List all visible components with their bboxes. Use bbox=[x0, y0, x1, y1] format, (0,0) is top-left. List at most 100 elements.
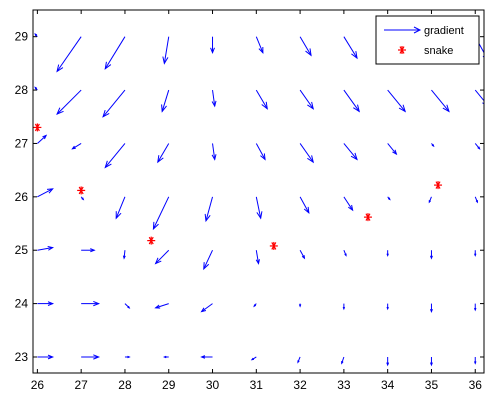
gradient-arrow bbox=[386, 250, 389, 257]
gradient-arrow bbox=[299, 143, 315, 164]
y-tick-label: 26 bbox=[15, 190, 29, 204]
gradient-arrow bbox=[34, 32, 38, 38]
gradient-arrow bbox=[204, 196, 214, 223]
gradient-arrow bbox=[37, 354, 55, 360]
legend-entry-snake: snake bbox=[398, 45, 453, 57]
snake-point bbox=[363, 213, 372, 222]
gradient-arrow bbox=[115, 196, 126, 220]
gradient-arrow bbox=[386, 356, 390, 367]
gradient-arrow bbox=[299, 89, 315, 110]
gradient-arrow bbox=[80, 196, 85, 201]
gradient-arrow bbox=[297, 356, 301, 364]
axes-box bbox=[32, 9, 485, 374]
gradient-arrow bbox=[71, 143, 82, 150]
x-tick-label: 31 bbox=[250, 378, 264, 392]
gradient-arrow bbox=[104, 143, 126, 169]
x-tick-label: 27 bbox=[74, 378, 88, 392]
gradient-arrow bbox=[154, 249, 170, 265]
gradient-arrow bbox=[253, 303, 257, 308]
gradient-arrow bbox=[81, 354, 101, 360]
gradient-arrow bbox=[211, 143, 217, 161]
gradient-arrow bbox=[343, 250, 347, 257]
gradient-arrow bbox=[474, 196, 478, 204]
gradient-arrow bbox=[343, 196, 354, 212]
gradient-arrow bbox=[210, 36, 215, 55]
gradient-arrow bbox=[162, 36, 170, 65]
gradient-arrow bbox=[343, 143, 358, 161]
gradient-arrow bbox=[250, 356, 257, 361]
axis-ticks: 26 27 28 29 30 31 32 33 34 35 36 23 24 25 26 27 28 29 bbox=[15, 10, 484, 392]
gradient-arrow bbox=[37, 246, 55, 251]
gradient-arrow bbox=[299, 196, 310, 215]
gradient-arrow bbox=[430, 303, 433, 313]
gradient-arrow bbox=[255, 36, 264, 54]
x-tick-label: 32 bbox=[293, 378, 307, 392]
gradient-arrow bbox=[124, 355, 131, 359]
gradient-arrow bbox=[37, 134, 48, 144]
gradient-arrow bbox=[298, 303, 302, 308]
gradient-arrow bbox=[343, 89, 360, 113]
gradient-arrow bbox=[387, 143, 398, 156]
legend-entry-gradient: gradient bbox=[384, 25, 464, 37]
x-tick-label: 34 bbox=[381, 378, 395, 392]
x-tick-label: 26 bbox=[31, 378, 45, 392]
gradient-arrow bbox=[161, 89, 170, 113]
gradient-arrow bbox=[56, 36, 82, 73]
plot-area bbox=[33, 10, 484, 373]
legend-label-gradient: gradient bbox=[424, 25, 464, 37]
gradient-arrow bbox=[474, 143, 481, 150]
gradient-arrow bbox=[102, 89, 126, 118]
snake-markers bbox=[33, 123, 443, 250]
y-tick-label: 24 bbox=[15, 297, 29, 311]
gradient-arrow bbox=[474, 250, 477, 257]
gradient-arrow bbox=[122, 250, 126, 260]
gradient-arrow bbox=[255, 143, 266, 161]
gradient-arrow bbox=[200, 303, 213, 313]
gradient-arrow bbox=[255, 250, 260, 265]
gradient-arrow bbox=[255, 196, 263, 220]
gradient-arrow bbox=[386, 303, 389, 311]
x-tick-label: 33 bbox=[337, 378, 351, 392]
legend-box bbox=[375, 15, 480, 65]
gradient-arrow bbox=[431, 143, 435, 148]
gradient-arrow bbox=[124, 303, 131, 309]
gradient-arrow bbox=[255, 89, 268, 110]
y-tick-label: 29 bbox=[15, 30, 29, 44]
gradient-arrow bbox=[343, 36, 358, 60]
gradient-arrow bbox=[342, 303, 346, 311]
y-tick-label: 28 bbox=[15, 83, 29, 97]
gradient-arrow bbox=[157, 143, 170, 164]
snake-point bbox=[434, 181, 443, 190]
gradient-arrow bbox=[104, 36, 126, 70]
gradient-arrow bbox=[37, 301, 55, 306]
y-tick-label: 23 bbox=[15, 350, 29, 364]
y-tick-label: 27 bbox=[15, 136, 29, 150]
gradient-arrow bbox=[211, 90, 217, 108]
x-tick-label: 28 bbox=[118, 378, 132, 392]
gradient-arrow bbox=[203, 250, 213, 271]
gradient-arrow bbox=[299, 249, 306, 260]
snake-point bbox=[269, 241, 278, 250]
gradient-arrow bbox=[430, 250, 433, 260]
gradient-arrow bbox=[387, 196, 391, 201]
x-tick-label: 29 bbox=[162, 378, 176, 392]
gradient-arrow bbox=[474, 89, 484, 105]
legend-star-icon bbox=[398, 46, 406, 54]
legend-label-snake: snake bbox=[424, 45, 453, 57]
gradient-arrow bbox=[34, 86, 38, 91]
gradient-arrow bbox=[430, 356, 433, 367]
x-tick-label: 36 bbox=[469, 378, 483, 392]
gradient-arrow bbox=[163, 355, 169, 359]
gradient-arrow bbox=[387, 89, 407, 113]
gradient-arrow bbox=[56, 89, 82, 116]
gradient-arrow bbox=[341, 356, 345, 365]
legend: gradient snake bbox=[375, 15, 480, 65]
gradient-arrow bbox=[37, 188, 54, 198]
snake-point bbox=[33, 123, 42, 132]
snake-point bbox=[147, 236, 156, 245]
gradient-arrow bbox=[152, 196, 170, 231]
gradient-arrow bbox=[299, 36, 312, 57]
gradient-arrow bbox=[81, 248, 96, 253]
x-tick-label: 35 bbox=[425, 378, 439, 392]
